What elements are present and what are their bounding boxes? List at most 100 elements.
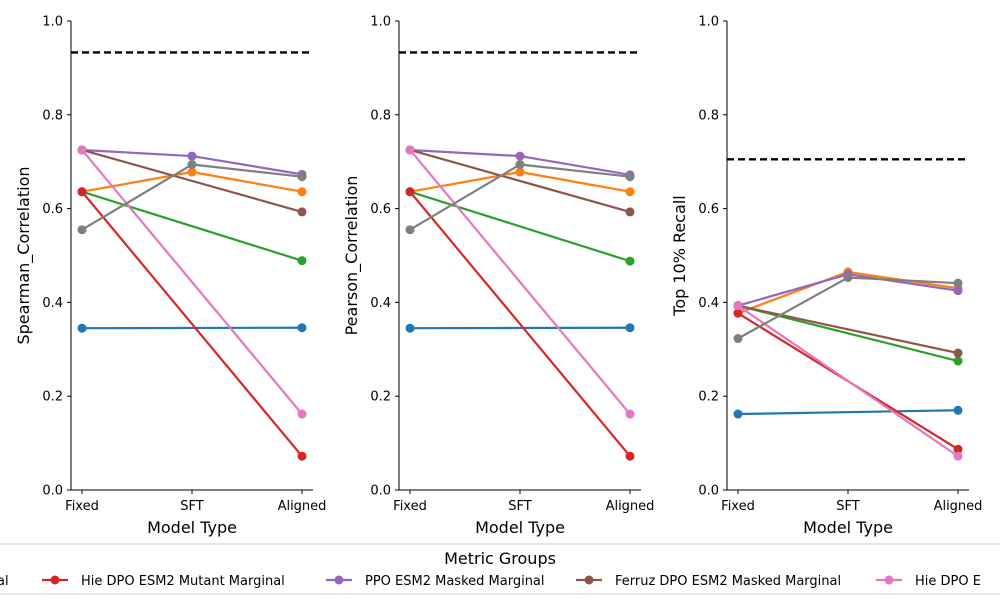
- chart-panel-1: 0.0 0.2 0.4 0.6 0.8 1.0 Fixed SFT Aligned Model T…: [14, 15, 326, 538]
- series-1: [733, 405, 963, 419]
- series-line: [81, 190, 303, 262]
- data-point: [625, 256, 635, 266]
- chart-panels: 0.0 0.2 0.4 0.6 0.8 1.0 Fixed SFT Aligned Model T…: [14, 15, 982, 538]
- legend-item: PPO ESM2 Masked Marginal: [326, 574, 545, 589]
- y-tick-label: 0.8: [42, 108, 63, 123]
- series-1: [405, 323, 635, 333]
- data-point: [297, 172, 307, 182]
- series-line: [81, 149, 303, 415]
- data-point: [187, 151, 197, 161]
- legend-title: Metric Groups: [444, 549, 556, 568]
- data-point: [77, 225, 87, 235]
- series-line: [409, 149, 631, 415]
- series-line: [409, 191, 631, 457]
- y-tick-label: 0.6: [42, 202, 63, 217]
- y-tick-label: 0.4: [42, 296, 63, 311]
- legend-swatch-marker: [584, 575, 594, 585]
- legend-label: Hie DPO ESM2 Mutant Marginal: [81, 574, 285, 589]
- data-point: [733, 301, 743, 311]
- y-axis-title: Spearman_Correlation: [14, 166, 34, 344]
- data-point: [625, 207, 635, 217]
- x-tick-label: Fixed: [721, 499, 755, 514]
- y-tick-label: 0.6: [370, 202, 391, 217]
- y-tick-label: 0.0: [370, 484, 391, 499]
- chart-panel-2: 0.0 0.2 0.4 0.6 0.8 1.0 Fixed SFT Aligned Model T…: [342, 15, 654, 538]
- legend-item: Hie DPO E: [876, 574, 981, 589]
- y-tick-label: 1.0: [698, 15, 719, 30]
- y-tick-label: 0.2: [42, 390, 63, 405]
- series-8: [733, 273, 963, 344]
- data-point: [843, 273, 853, 283]
- data-point: [953, 405, 963, 415]
- series-line: [737, 304, 959, 355]
- data-point: [77, 323, 87, 333]
- legend-label: PPO ESM2 Masked Marginal: [365, 574, 545, 589]
- data-point: [625, 451, 635, 461]
- data-point: [187, 167, 197, 177]
- series-7: [733, 301, 963, 461]
- data-point: [953, 444, 963, 454]
- data-point: [625, 409, 635, 419]
- data-point: [297, 323, 307, 333]
- data-point: [953, 278, 963, 288]
- data-point: [405, 187, 415, 197]
- series-4: [77, 187, 307, 461]
- y-tick-label: 0.8: [370, 108, 391, 123]
- data-point: [733, 334, 743, 344]
- y-tick-label: 1.0: [370, 15, 391, 30]
- legend-swatch-marker: [884, 575, 894, 585]
- data-point: [953, 451, 963, 461]
- x-axis-title: Model Type: [803, 518, 893, 537]
- y-tick-label: 0.0: [698, 484, 719, 499]
- legend-label: Hie DPO E: [915, 574, 981, 589]
- legend-items: al Hie DPO ESM2 Mutant Marginal PPO ESM2 M…: [0, 574, 981, 589]
- series-7: [405, 145, 635, 419]
- y-tick-label: 0.2: [370, 390, 391, 405]
- data-point: [297, 256, 307, 266]
- data-point: [297, 187, 307, 197]
- data-point: [405, 323, 415, 333]
- data-point: [515, 167, 525, 177]
- legend-frame: [0, 543, 1000, 595]
- data-point: [297, 207, 307, 217]
- x-tick-label: SFT: [836, 499, 860, 514]
- series-7: [77, 145, 307, 419]
- series-line: [737, 409, 959, 416]
- x-axis-title: Model Type: [147, 518, 237, 537]
- y-tick-label: 0.4: [370, 296, 391, 311]
- data-point: [77, 145, 87, 155]
- y-tick-label: 0.2: [698, 390, 719, 405]
- series-line: [81, 191, 303, 457]
- data-point: [405, 225, 415, 235]
- series-line: [409, 190, 631, 263]
- data-point: [733, 409, 743, 419]
- data-point: [953, 356, 963, 366]
- series-1: [77, 323, 307, 333]
- data-point: [625, 172, 635, 182]
- legend: Metric Groups al Hie DPO ESM2 Mutant Marg…: [0, 543, 1000, 595]
- series-line: [81, 148, 303, 213]
- data-point: [953, 348, 963, 358]
- series-line: [737, 304, 959, 458]
- x-tick-label: SFT: [508, 499, 532, 514]
- legend-swatch-marker: [334, 575, 344, 585]
- data-point: [625, 187, 635, 197]
- x-tick-label: SFT: [180, 499, 204, 514]
- legend-label: al: [0, 574, 9, 589]
- legend-item: al: [0, 574, 9, 589]
- series-4: [405, 187, 635, 461]
- data-point: [953, 286, 963, 296]
- y-tick-label: 0.0: [42, 484, 63, 499]
- chart-panel-3: 0.0 0.2 0.4 0.6 0.8 1.0 Fixed SFT Aligned Model T…: [670, 15, 982, 538]
- series-line: [409, 148, 631, 213]
- y-axis-title: Pearson_Correlation: [342, 176, 362, 336]
- data-point: [625, 323, 635, 333]
- y-tick-label: 0.8: [698, 108, 719, 123]
- data-point: [187, 160, 197, 170]
- data-point: [297, 451, 307, 461]
- data-point: [733, 308, 743, 318]
- series-6: [733, 301, 963, 358]
- data-point: [405, 145, 415, 155]
- data-point: [77, 187, 87, 197]
